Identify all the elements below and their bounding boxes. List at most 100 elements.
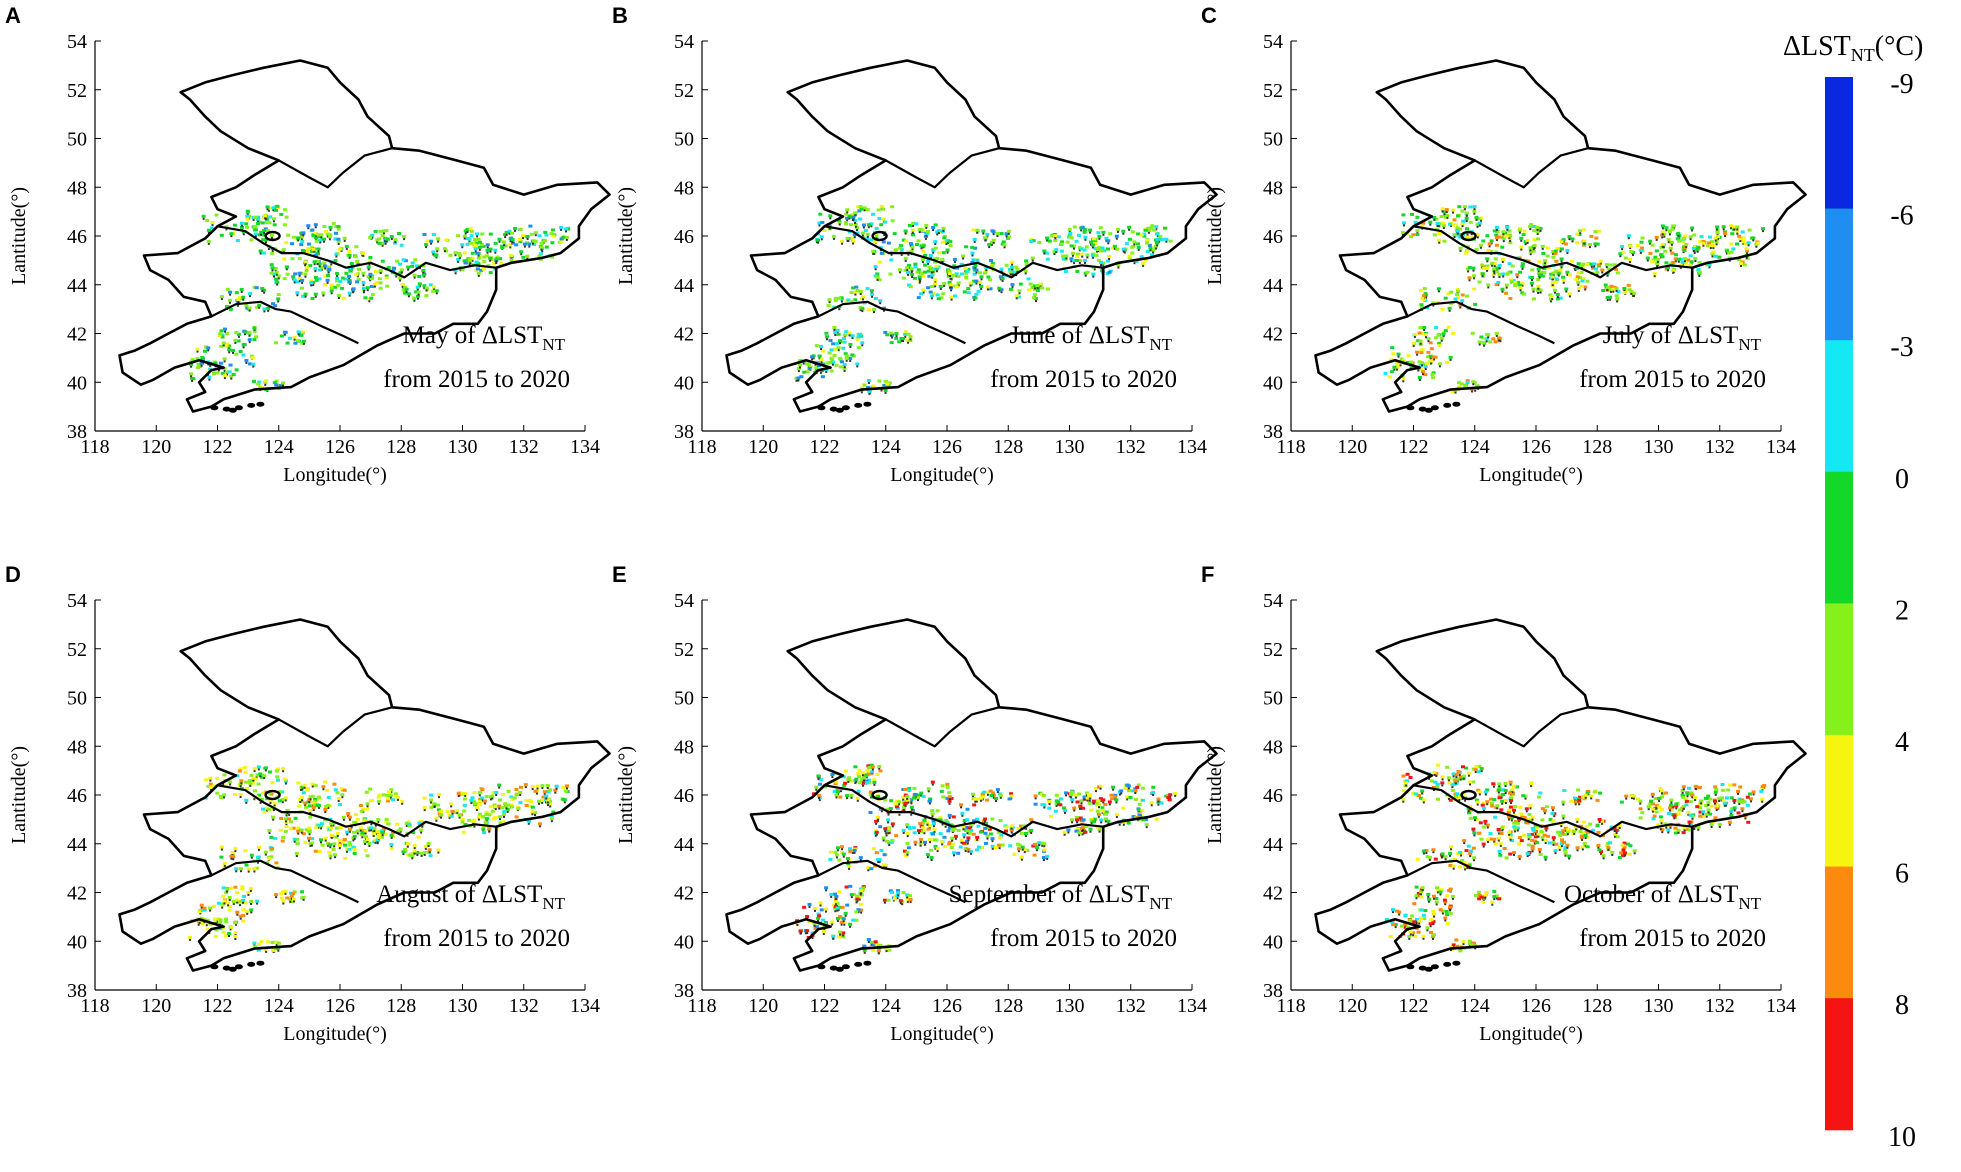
island <box>1425 967 1433 972</box>
caption-month: October of ΔLST <box>1564 881 1738 908</box>
caption-subscript: NT <box>542 894 565 913</box>
island <box>836 967 844 972</box>
province-border <box>886 148 999 187</box>
island <box>247 403 255 408</box>
x-tick-label: 124 <box>871 995 901 1017</box>
panel-caption-years: from 2015 to 2020 <box>990 366 1177 393</box>
panel-letter: F <box>1201 562 1214 587</box>
y-tick-label: 54 <box>67 590 87 612</box>
colorbar-title-sub: NT <box>1851 45 1875 65</box>
colorbar-label: -6 <box>1890 201 1913 232</box>
panel-caption-title: June of ΔLSTNT <box>1010 322 1173 354</box>
island <box>1452 961 1460 966</box>
x-tick-label: 122 <box>810 995 840 1017</box>
x-axis-label: Longitude(°) <box>283 1023 387 1045</box>
x-tick-label: 126 <box>1521 995 1551 1017</box>
province-border <box>1475 148 1588 187</box>
y-tick-label: 54 <box>1263 31 1283 53</box>
y-tick-label: 42 <box>67 883 87 905</box>
x-tick-label: 124 <box>1460 995 1490 1017</box>
colorbar-segment <box>1825 735 1853 867</box>
island <box>863 961 871 966</box>
y-tick-label: 46 <box>674 226 694 248</box>
x-tick-label: 130 <box>1644 995 1674 1017</box>
y-tick-label: 50 <box>1263 129 1283 151</box>
panel-caption-title: August of ΔLSTNT <box>376 881 565 913</box>
x-tick-label: 134 <box>570 995 600 1017</box>
y-axis-label: Lantitude(°) <box>8 187 30 285</box>
x-tick-label: 132 <box>509 436 539 458</box>
panel-caption-title: July of ΔLSTNT <box>1603 322 1762 354</box>
y-tick-label: 52 <box>67 80 87 102</box>
caption-month: June of ΔLST <box>1010 322 1150 349</box>
province-border <box>211 302 358 344</box>
island <box>1406 964 1414 969</box>
caption-subscript: NT <box>1738 894 1761 913</box>
island <box>247 962 255 967</box>
island <box>1443 962 1451 967</box>
panel-caption-years: from 2015 to 2020 <box>383 925 570 952</box>
y-tick-label: 38 <box>1263 421 1283 443</box>
panel-caption-title: May of ΔLSTNT <box>403 322 566 354</box>
colorbar-segment <box>1825 340 1853 472</box>
island <box>854 403 862 408</box>
x-tick-label: 124 <box>264 436 294 458</box>
y-tick-label: 52 <box>1263 80 1283 102</box>
x-tick-label: 128 <box>386 995 416 1017</box>
x-tick-label: 128 <box>1582 995 1612 1017</box>
y-axis-label: Lantitude(°) <box>615 746 637 844</box>
x-tick-label: 132 <box>509 995 539 1017</box>
x-tick-label: 130 <box>1055 995 1085 1017</box>
colorbar-segment <box>1825 603 1853 735</box>
caption-subscript: NT <box>542 335 565 354</box>
caption-subscript: NT <box>1738 335 1761 354</box>
y-tick-label: 44 <box>1263 834 1283 856</box>
y-tick-label: 38 <box>67 421 87 443</box>
y-tick-label: 46 <box>67 785 87 807</box>
panel-caption-years: from 2015 to 2020 <box>1579 366 1766 393</box>
colorbar-segment <box>1825 998 1853 1130</box>
x-tick-label: 128 <box>993 436 1023 458</box>
y-tick-label: 52 <box>674 639 694 661</box>
y-tick-label: 50 <box>67 688 87 710</box>
y-axis-label: Lantitude(°) <box>8 746 30 844</box>
y-tick-label: 48 <box>674 736 694 758</box>
colorbar-label: 2 <box>1895 595 1909 626</box>
caption-subscript: NT <box>1149 894 1172 913</box>
island <box>1443 403 1451 408</box>
x-tick-label: 122 <box>1399 995 1429 1017</box>
x-tick-label: 130 <box>1644 436 1674 458</box>
caption-month: August of ΔLST <box>376 881 542 908</box>
y-tick-label: 48 <box>67 736 87 758</box>
y-tick-label: 44 <box>1263 275 1283 297</box>
x-tick-label: 130 <box>1055 436 1085 458</box>
colorbar-label: 8 <box>1895 990 1909 1021</box>
y-tick-label: 42 <box>67 324 87 346</box>
y-tick-label: 40 <box>1263 931 1283 953</box>
island <box>210 405 218 410</box>
colorbar-segment <box>1825 867 1853 999</box>
island <box>1425 408 1433 413</box>
x-tick-label: 120 <box>1337 436 1367 458</box>
y-tick-label: 42 <box>1263 324 1283 346</box>
x-axis-label: Longitude(°) <box>890 1023 994 1045</box>
x-tick-label: 130 <box>448 436 478 458</box>
island <box>1406 405 1414 410</box>
y-tick-label: 42 <box>674 883 694 905</box>
panel-letter: C <box>1201 3 1217 28</box>
x-tick-label: 132 <box>1705 995 1735 1017</box>
y-tick-label: 38 <box>1263 980 1283 1002</box>
province-border <box>886 707 999 746</box>
x-tick-label: 132 <box>1116 995 1146 1017</box>
panel-letter: B <box>612 3 628 28</box>
panel-letter: A <box>5 3 21 28</box>
y-tick-label: 48 <box>67 177 87 199</box>
y-tick-label: 54 <box>1263 590 1283 612</box>
y-tick-label: 46 <box>674 785 694 807</box>
